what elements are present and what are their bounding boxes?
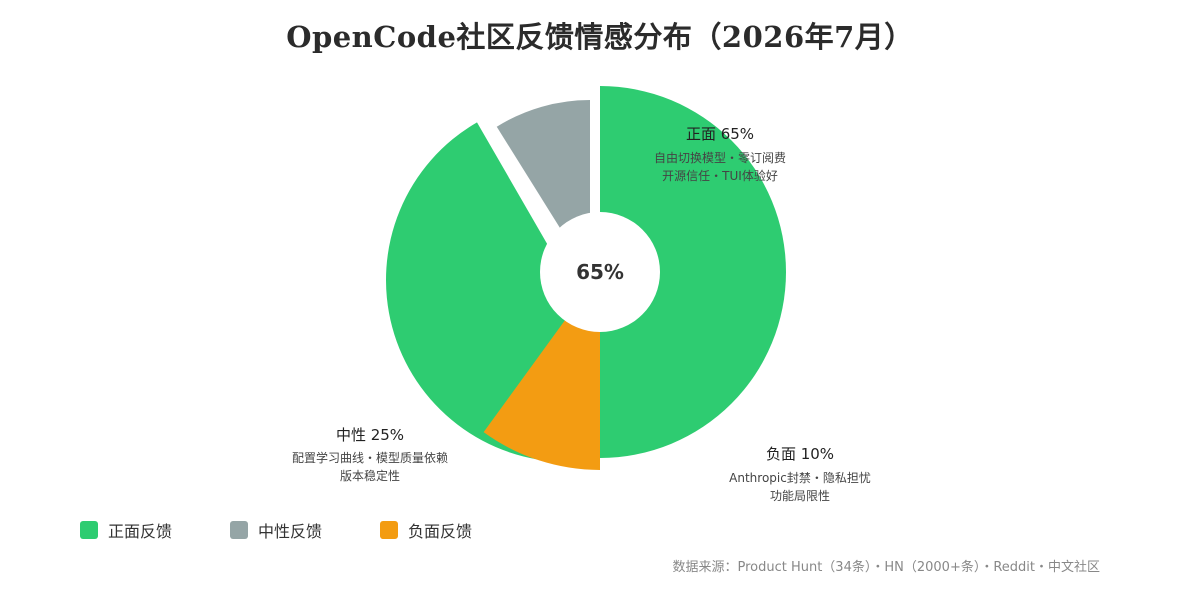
legend-label-positive: 正面反馈 xyxy=(108,522,173,541)
slice-positive-left xyxy=(386,122,568,463)
legend-label-negative: 负面反馈 xyxy=(408,522,473,541)
label-negative-head: 负面 10% xyxy=(766,445,834,463)
chart-title: OpenCode社区反馈情感分布（2026年7月） xyxy=(286,20,914,54)
legend-swatch-negative xyxy=(380,521,399,539)
label-negative-line1: Anthropic封禁・隐私担忧 xyxy=(729,471,871,485)
label-neutral-line1: 配置学习曲线・模型质量依赖 xyxy=(292,450,448,465)
label-positive-head: 正面 65% xyxy=(686,125,754,143)
legend-swatch-positive xyxy=(80,521,98,539)
label-positive-line2: 开源信任・TUI体验好 xyxy=(662,168,778,183)
label-negative-line2: 功能局限性 xyxy=(770,489,830,503)
legend-item-positive: 正面反馈 xyxy=(80,518,172,542)
legend-item-negative: 负面反馈 xyxy=(380,518,472,542)
legend-swatch-neutral xyxy=(230,521,249,539)
slice-positive xyxy=(600,86,786,458)
label-positive-line1: 自由切换模型・零订阅费 xyxy=(654,151,786,165)
source-note: 数据来源：Product Hunt（34条）・HN（2000+条）・Reddit… xyxy=(672,560,1100,575)
legend-label-neutral: 中性反馈 xyxy=(258,522,323,541)
legend: 正面反馈 中性反馈 负面反馈 xyxy=(80,518,472,542)
label-neutral-head: 中性 25% xyxy=(336,426,404,444)
center-label: 65% xyxy=(576,260,624,284)
donut-hole xyxy=(540,212,660,332)
legend-item-neutral: 中性反馈 xyxy=(230,518,322,542)
label-neutral-line2: 版本稳定性 xyxy=(340,468,400,483)
